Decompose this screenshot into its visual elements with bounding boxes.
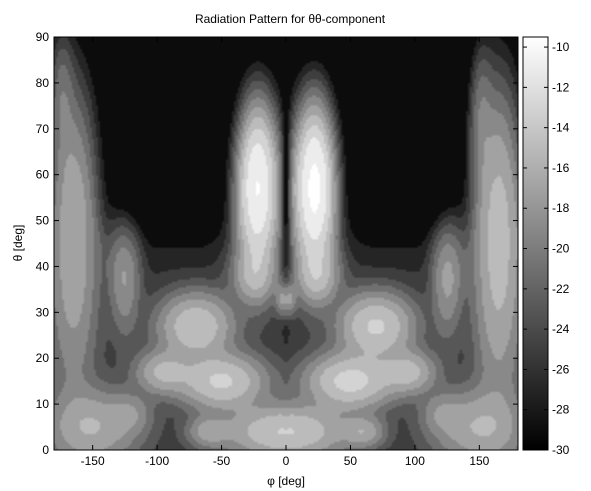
x-axis-label: φ [deg] [267, 474, 305, 488]
x-tick-label: -50 [213, 454, 231, 468]
colorbar: -10 -12 -14 -16 -18 -20 -22 -24 -26 -28 -30 [522, 36, 570, 457]
chart-title: Radiation Pattern for θθ-component [195, 12, 386, 26]
colorbar-tick-label: -14 [552, 121, 570, 135]
x-tick-label: 100 [405, 454, 425, 468]
x-tick-label: -150 [81, 454, 105, 468]
y-tick-label: 40 [36, 259, 50, 273]
y-tick-label: 80 [36, 76, 50, 90]
y-tick-label: 10 [36, 397, 50, 411]
x-tick-label: 0 [283, 454, 290, 468]
y-tick-label: 30 [36, 305, 50, 319]
colorbar-tick-label: -20 [552, 242, 570, 256]
colorbar-tick-label: -30 [552, 443, 570, 457]
colorbar-tick-label: -28 [552, 403, 570, 417]
colorbar-tick-label: -16 [552, 161, 570, 175]
y-tick-label: 60 [36, 168, 50, 182]
colorbar-tick-label: -26 [552, 362, 570, 376]
colorbar-tick-label: -24 [552, 322, 570, 336]
y-axis-label: θ [deg] [11, 225, 25, 262]
colorbar-scale [522, 36, 549, 451]
colorbar-tick-label: -12 [552, 80, 570, 94]
y-axis-ticks: 0 10 20 30 40 50 60 70 80 90 [36, 30, 518, 457]
plot-area: -150 -100 -50 0 50 100 150 0 10 20 30 40 50 60 70 80 90 [36, 30, 519, 468]
colorbar-tick-label: -18 [552, 201, 570, 215]
colorbar-tick-label: -10 [552, 40, 570, 54]
y-tick-label: 0 [42, 443, 49, 457]
heatmap-image [54, 37, 518, 450]
x-tick-label: -100 [145, 454, 169, 468]
y-tick-label: 90 [36, 30, 50, 44]
colorbar-ticks: -10 -12 -14 -16 -18 -20 -22 -24 -26 -28 -30 [523, 40, 570, 457]
y-tick-label: 70 [36, 122, 50, 136]
x-tick-label: 50 [344, 454, 358, 468]
colorbar-tick-label: -22 [552, 282, 570, 296]
y-tick-label: 50 [36, 214, 50, 228]
x-tick-label: 150 [469, 454, 489, 468]
x-axis-ticks: -150 -100 -50 0 50 100 150 [81, 37, 490, 468]
y-tick-label: 20 [36, 351, 50, 365]
